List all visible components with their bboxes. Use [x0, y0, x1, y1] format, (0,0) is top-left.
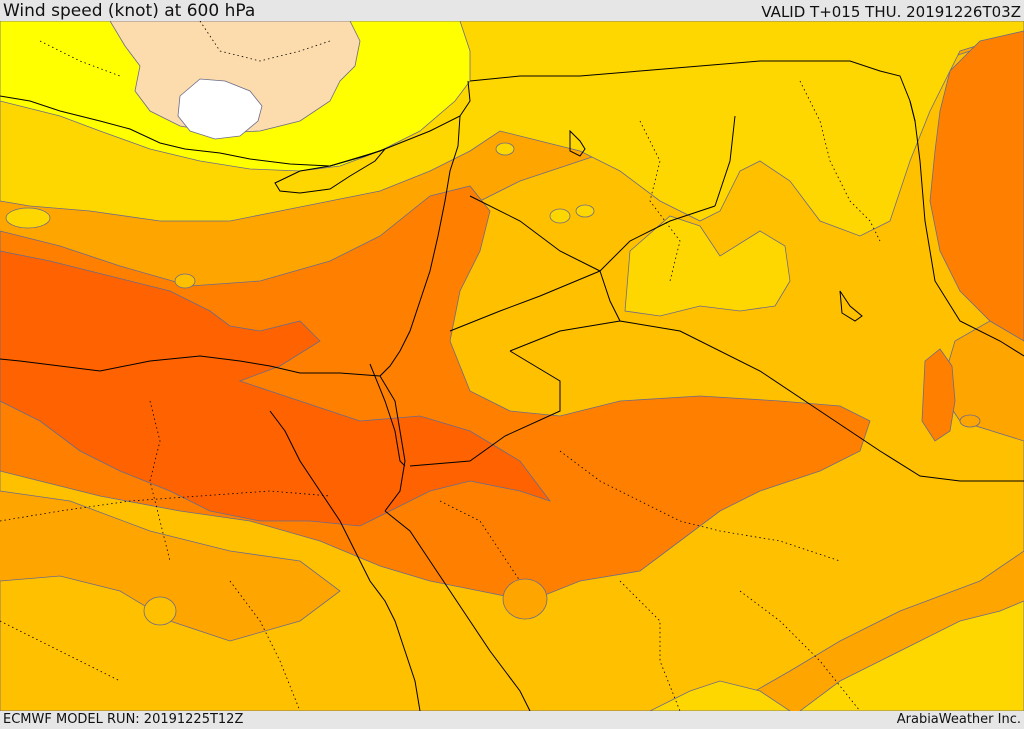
contour-blob-2	[174, 273, 196, 289]
band-moderate-low-south	[649, 680, 791, 711]
contour-blob-7	[959, 414, 981, 428]
contour-blob-4	[575, 204, 595, 218]
band-strong-east-isle	[921, 348, 956, 442]
band-very-light	[109, 21, 361, 134]
valid-time: VALID T+015 THU. 20191226T03Z	[761, 3, 1021, 21]
map-header: Wind speed (knot) at 600 hPa VALID T+015…	[0, 0, 1024, 21]
wind-speed-map[interactable]	[0, 21, 1024, 711]
contour-blob-6	[5, 207, 51, 229]
band-moderate-low-se	[799, 600, 1024, 711]
country-boundaries	[0, 60, 1024, 711]
lake-shape	[569, 129, 586, 157]
map-canvas	[0, 21, 1024, 711]
contour-blob-5	[495, 142, 515, 156]
contour-blob-1	[143, 596, 177, 626]
contour-blob-3	[549, 208, 571, 224]
island-shape	[839, 290, 863, 322]
band-strong-east	[929, 30, 1024, 342]
map-title: Wind speed (knot) at 600 hPa	[3, 1, 256, 21]
model-run: ECMWF MODEL RUN: 20191225T12Z	[3, 712, 244, 727]
band-very-strong	[0, 250, 552, 527]
credit-label: ArabiaWeather Inc.	[896, 712, 1021, 727]
band-calm	[177, 78, 263, 140]
contour-blob-8	[502, 578, 548, 620]
province-boundaries	[0, 21, 881, 711]
map-footer: ECMWF MODEL RUN: 20191225T12Z ArabiaWeat…	[0, 711, 1024, 729]
band-moderate-low-lobe	[624, 215, 791, 317]
